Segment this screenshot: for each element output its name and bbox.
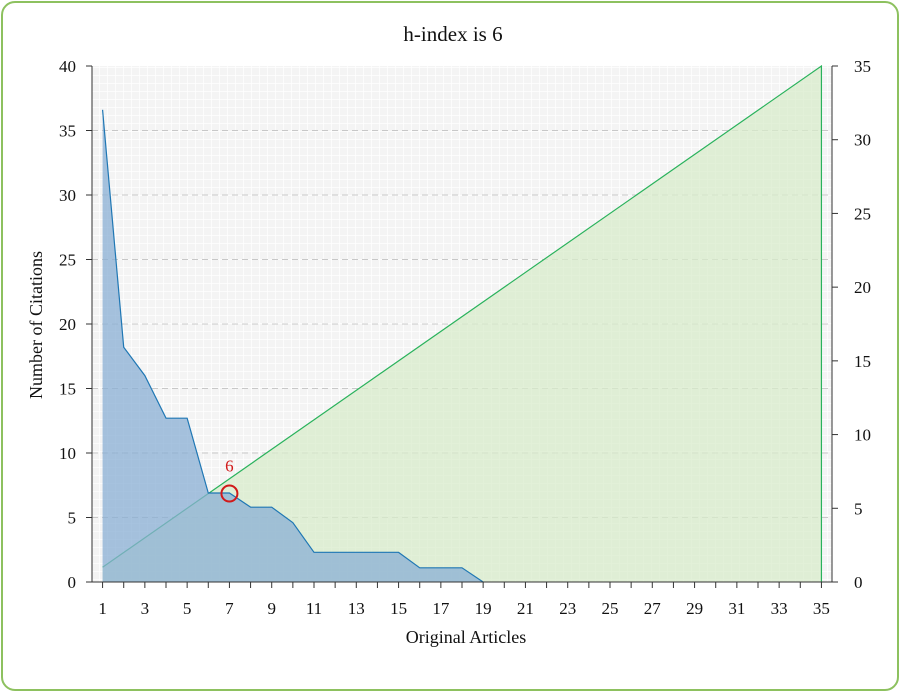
- x-tick-label: 25: [602, 599, 619, 618]
- y2-tick-label: 10: [854, 426, 871, 445]
- x-tick-label: 1: [98, 599, 107, 618]
- y-tick-label: 25: [59, 251, 76, 270]
- y2-tick-label: 25: [854, 204, 871, 223]
- y-tick-label: 30: [59, 186, 76, 205]
- tick-labels: 1 3 5 7 9 11 13 15 17 19 21 23 25 27 29 31 33 35051015202…: [59, 57, 871, 618]
- x-tick-label: 3: [141, 599, 150, 618]
- axes: [86, 65, 838, 588]
- y-tick-label: 40: [59, 57, 76, 76]
- x-tick-label: 31: [728, 599, 745, 618]
- y2-tick-label: 30: [854, 131, 871, 150]
- x-axis-title: Original Articles: [406, 627, 526, 647]
- y-tick-label: 0: [68, 573, 77, 592]
- h-index-chart: 1 3 5 7 9 11 13 15 17 19 21 23 25 27 29 31 33 35051015202…: [26, 22, 871, 647]
- x-tick-label: 11: [306, 599, 322, 618]
- series-line: [102, 64, 823, 582]
- y2-tick-label: 35: [854, 57, 871, 76]
- x-tick-label: 33: [771, 599, 788, 618]
- y-tick-label: 5: [68, 509, 77, 528]
- y-tick-label: 20: [59, 315, 76, 334]
- y2-tick-label: 15: [854, 352, 871, 371]
- y-tick-label: 10: [59, 444, 76, 463]
- h-index-marker: [220, 484, 239, 503]
- x-tick-label: 17: [432, 599, 450, 618]
- x-tick-label: 21: [517, 599, 534, 618]
- y2-tick-label: 20: [854, 278, 871, 297]
- series-area-fill: [102, 109, 484, 583]
- series-areas: [101, 64, 823, 583]
- chart-title: h-index is 6: [403, 22, 502, 46]
- x-tick-label: 13: [348, 599, 365, 618]
- h-index-label: 6: [225, 457, 234, 476]
- x-tick-label: 7: [225, 599, 234, 618]
- x-tick-label: 15: [390, 599, 407, 618]
- x-tick-label: 27: [644, 599, 662, 618]
- y-tick-label: 35: [59, 122, 76, 141]
- x-tick-label: 19: [475, 599, 492, 618]
- x-tick-label: 35: [813, 599, 830, 618]
- series-line: [101, 109, 484, 583]
- y2-tick-label: 5: [854, 499, 863, 518]
- x-tick-label: 9: [267, 599, 276, 618]
- x-tick-label: 23: [559, 599, 576, 618]
- series-area-fill: [102, 66, 822, 582]
- y-tick-label: 15: [59, 380, 76, 399]
- y2-tick-label: 0: [854, 573, 863, 592]
- annotation-marks: 6: [220, 457, 239, 503]
- y-axis-title: Number of Citations: [26, 251, 46, 399]
- x-tick-label: 5: [183, 599, 192, 618]
- x-tick-label: 29: [686, 599, 703, 618]
